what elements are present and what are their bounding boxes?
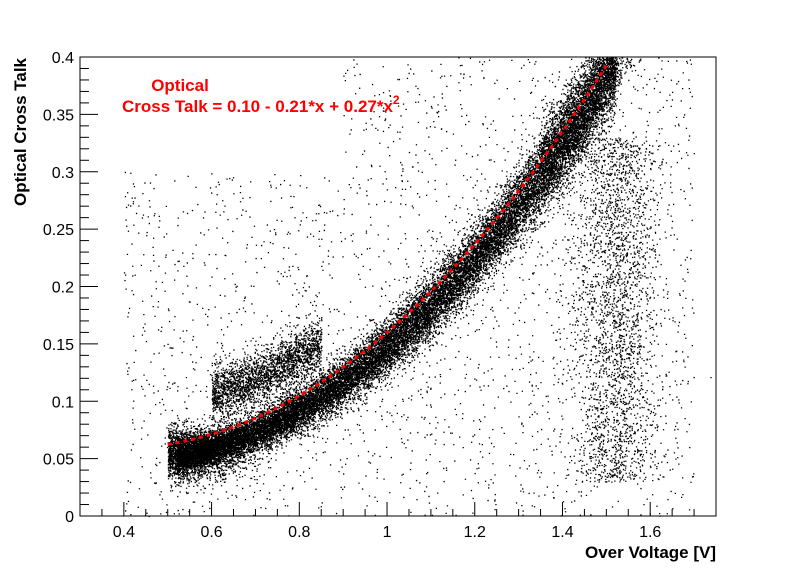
y-tick-label: 0.35 bbox=[43, 107, 74, 124]
y-tick-label: 0 bbox=[65, 509, 74, 526]
x-tick-label: 0.6 bbox=[200, 524, 222, 541]
fit-curve bbox=[167, 64, 608, 446]
x-tick-label: 1.6 bbox=[639, 524, 661, 541]
scatter-points bbox=[123, 57, 712, 518]
x-tick-label: 0.8 bbox=[288, 524, 310, 541]
x-tick-label: 1.4 bbox=[551, 524, 573, 541]
fit-annotation: Optical Cross Talk = 0.10 - 0.21*x + 0.2… bbox=[122, 76, 400, 116]
annotation-formula: Cross Talk = 0.10 - 0.21*x + 0.27*x bbox=[122, 97, 393, 116]
y-tick-label: 0.15 bbox=[43, 337, 74, 354]
scatter-point-cloud bbox=[123, 57, 712, 518]
x-tick-label: 0.4 bbox=[113, 524, 135, 541]
y-tick-label: 0.25 bbox=[43, 222, 74, 239]
y-tick-label: 0.2 bbox=[52, 280, 74, 297]
y-tick-label: 0.3 bbox=[52, 165, 74, 182]
annotation-line2: Cross Talk = 0.10 - 0.21*x + 0.27*x2 bbox=[122, 93, 400, 116]
y-tick-label: 0.05 bbox=[43, 452, 74, 469]
x-tick-label: 1.2 bbox=[464, 524, 486, 541]
annotation-exponent: 2 bbox=[393, 93, 400, 107]
annotation-line1: Optical bbox=[151, 76, 209, 95]
y-tick-label: 0.4 bbox=[52, 50, 74, 67]
x-axis-label: Over Voltage [V] bbox=[585, 543, 716, 562]
x-tick-label: 1 bbox=[383, 524, 392, 541]
y-axis: 0 0.05 0.1 0.15 0.2 0.25 0.3 0.35 0.4 bbox=[43, 50, 98, 526]
x-axis: 0.4 0.6 0.8 1 1.2 1.4 1.6 bbox=[79, 502, 717, 541]
y-axis-label: Optical Cross Talk bbox=[11, 57, 30, 206]
y-tick-label: 0.1 bbox=[52, 394, 74, 411]
